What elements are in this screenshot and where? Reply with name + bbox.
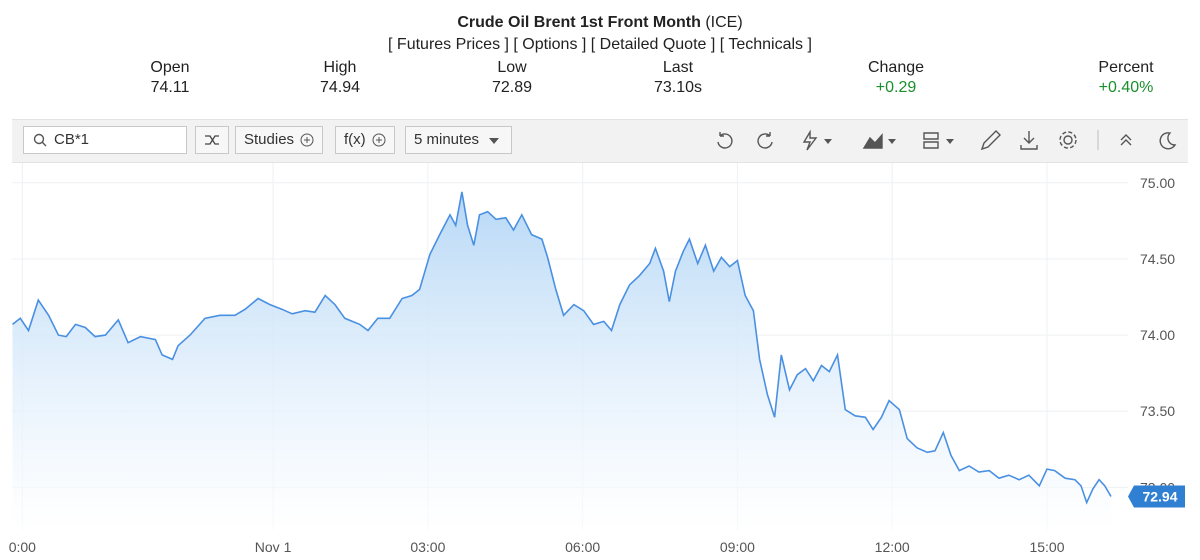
stat: Open 74.11 bbox=[110, 58, 230, 98]
stat-value: 74.94 bbox=[319, 79, 361, 96]
stat-value: 72.89 bbox=[491, 79, 533, 96]
functions-button[interactable]: f(x) bbox=[335, 126, 395, 154]
compare-button[interactable] bbox=[195, 126, 229, 154]
exchange: (ICE) bbox=[705, 14, 743, 31]
caret bbox=[888, 139, 896, 144]
link[interactable]: [ Futures Prices ] bbox=[388, 36, 509, 53]
y-tick-label: 75.00 bbox=[1140, 175, 1175, 191]
price-tag bbox=[1128, 485, 1185, 508]
caret bbox=[489, 138, 500, 144]
interval-select[interactable]: 5 minutes bbox=[405, 126, 513, 154]
y-tick-label: 74.50 bbox=[1140, 251, 1175, 267]
studies-label: Studies bbox=[244, 131, 295, 148]
stat-label: Percent bbox=[1098, 59, 1154, 76]
stat-label: High bbox=[323, 59, 357, 76]
download-icon[interactable] bbox=[1020, 131, 1038, 150]
x-tick-label: 09:00 bbox=[720, 539, 755, 555]
shuffle-icon bbox=[205, 135, 219, 145]
price-line bbox=[12, 191, 1112, 505]
plus-icon bbox=[300, 133, 314, 147]
link[interactable]: [ Options ] bbox=[513, 36, 587, 53]
stat-value: +0.40% bbox=[1098, 79, 1154, 96]
y-tick-label: 73.50 bbox=[1140, 403, 1175, 419]
x-tick-label: 06:00 bbox=[565, 539, 600, 555]
stat-value: +0.29 bbox=[875, 79, 917, 96]
redo-icon[interactable] bbox=[757, 132, 773, 149]
title: Crude Oil Brent 1st Front Month bbox=[457, 14, 701, 31]
x-tick-label: Nov 1 bbox=[255, 539, 292, 555]
stat: High 74.94 bbox=[280, 58, 400, 98]
stat-label: Change bbox=[867, 59, 925, 76]
area bbox=[12, 191, 1111, 530]
toolbar: CB*1 Studies f(x) 5 minutes bbox=[12, 119, 1188, 163]
stat: Percent +0.40% bbox=[1066, 58, 1186, 98]
plus-icon bbox=[372, 133, 386, 147]
x-tick-label: 12:00 bbox=[875, 539, 910, 555]
stat: Change +0.29 bbox=[836, 58, 956, 98]
stat: Low 72.89 bbox=[452, 58, 572, 98]
x-tick-label: 03:00 bbox=[410, 539, 445, 555]
undo-icon[interactable] bbox=[717, 132, 733, 149]
symbol: CB*1 bbox=[54, 131, 90, 148]
search-icon bbox=[33, 133, 47, 147]
stat-label: Open bbox=[150, 59, 190, 76]
price-tag-label: 72.94 bbox=[1142, 488, 1177, 504]
stat-label: Low bbox=[497, 59, 527, 76]
stat-label: Last bbox=[662, 59, 694, 76]
interval-label: 5 minutes bbox=[414, 131, 480, 148]
stat-value: 73.10s bbox=[653, 79, 703, 96]
caret bbox=[824, 139, 832, 144]
link[interactable]: [ Detailed Quote ] bbox=[590, 36, 716, 53]
functions-label: f(x) bbox=[344, 131, 366, 148]
x-tick-label: 0:00 bbox=[9, 539, 36, 555]
links: [ Futures Prices ] [ Options ] [ Detaile… bbox=[0, 36, 1200, 54]
stat-value: 74.11 bbox=[150, 79, 190, 96]
x-tick-label: 15:00 bbox=[1029, 539, 1064, 555]
symbol-search[interactable]: CB*1 bbox=[23, 126, 187, 154]
studies-button[interactable]: Studies bbox=[235, 126, 324, 154]
theme-icon[interactable] bbox=[1159, 132, 1177, 150]
collapse-icon[interactable] bbox=[1120, 134, 1132, 146]
stat: Last 73.10s bbox=[618, 58, 738, 98]
toolbar-icons bbox=[717, 129, 1177, 151]
layout-icon[interactable] bbox=[923, 132, 939, 149]
settings-icon[interactable] bbox=[1063, 135, 1073, 145]
title-row: Crude Oil Brent 1st Front Month (ICE) bbox=[0, 14, 1200, 32]
draw-icon[interactable] bbox=[980, 130, 1001, 151]
y-tick-label: 74.00 bbox=[1140, 327, 1175, 343]
flash-icon[interactable] bbox=[802, 129, 818, 151]
caret bbox=[946, 139, 954, 144]
link[interactable]: [ Technicals ] bbox=[719, 36, 812, 53]
chart-type-icon[interactable] bbox=[862, 133, 883, 149]
